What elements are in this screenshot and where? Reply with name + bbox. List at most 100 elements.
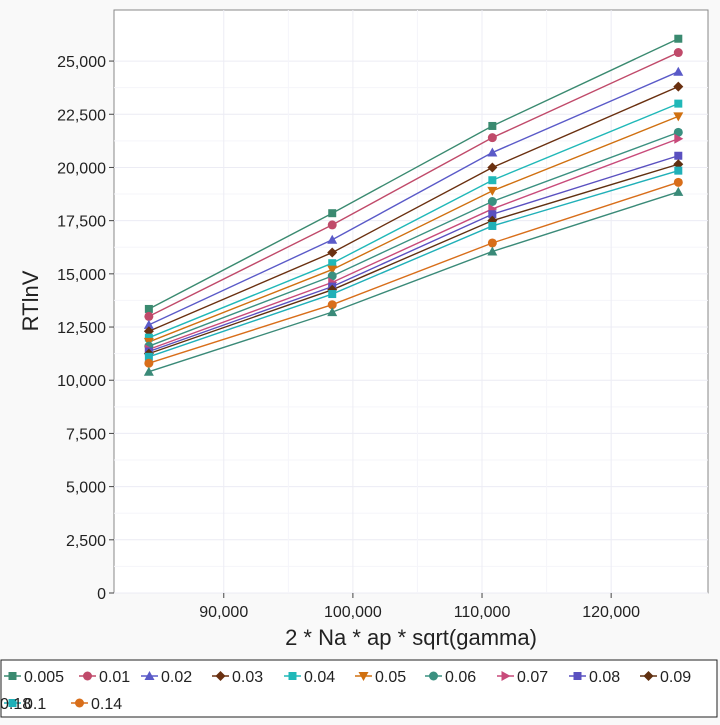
y-tick-label: 15,000 [57, 267, 106, 284]
data-point-0.02 [673, 66, 684, 76]
legend-marker [8, 672, 17, 680]
legend-label: 0.07 [517, 669, 548, 686]
legend-label: 0.09 [660, 669, 691, 686]
data-point-0.14 [487, 238, 497, 248]
data-point-0.1 [674, 166, 683, 175]
data-point-0.08 [488, 210, 497, 219]
series-line-0.02 [148, 71, 679, 326]
series-line-0.07 [148, 138, 679, 351]
data-point-0.005 [674, 34, 683, 43]
legend-marker [215, 671, 226, 681]
legend-item-0.01: 0.01 [79, 669, 130, 686]
legend: 0.005 0.01 0.02 0.03 0.04 0.05 0.06 0.07 0.08 0.0… [0, 669, 691, 713]
y-axis: 0 2,500 5,000 7,500 10,000 12,500 15,000 17,500… [57, 54, 114, 603]
data-point-0.14 [673, 177, 683, 187]
y-tick-label: 17,500 [57, 214, 106, 231]
legend-item-0.05: 0.05 [355, 669, 406, 686]
legend-marker [429, 671, 438, 681]
data-point-0.08 [674, 151, 683, 160]
data-point-0.02 [143, 319, 154, 329]
y-tick-label: 10,000 [57, 373, 106, 390]
legend-label: 0.06 [445, 669, 476, 686]
data-point-0.05 [487, 186, 498, 196]
legend-label: 0.01 [99, 669, 130, 686]
series-line-0.18 [148, 191, 679, 373]
series-line-0.06 [148, 131, 679, 347]
data-point-0.005 [144, 304, 153, 313]
data-point-0.01 [673, 48, 683, 58]
legend-marker [8, 699, 17, 707]
legend-item-0.06: 0.06 [425, 669, 476, 686]
legend-label: 0.08 [589, 669, 620, 686]
data-point-0.03 [673, 81, 684, 92]
legend-item-0.09: 0.09 [640, 669, 691, 686]
x-tick-label: 110,000 [454, 604, 511, 621]
series-markers [143, 34, 684, 376]
data-point-0.14 [327, 300, 337, 310]
legend-box [0, 659, 718, 718]
legend-item-0.08: 0.08 [569, 669, 620, 686]
x-tick-label: 120,000 [582, 604, 640, 621]
data-point-0.01 [327, 220, 337, 230]
legend-item-0.07: 0.07 [497, 669, 548, 686]
x-axis: 90,000 100,000 110,000 120,000 [199, 593, 640, 621]
data-point-0.18 [673, 186, 684, 196]
y-tick-label: 7,500 [66, 426, 106, 443]
data-point-0.005 [488, 121, 497, 130]
series-line-0.05 [148, 115, 679, 343]
data-point-0.03 [487, 162, 498, 173]
data-point-0.18 [327, 307, 338, 317]
data-point-0.06 [487, 196, 497, 206]
x-tick-label: 100,000 [324, 604, 382, 621]
x-axis-title: 2 * Na * ap * sqrt(gamma) [285, 625, 537, 650]
y-tick-label: 22,500 [57, 107, 106, 124]
data-point-0.06 [327, 271, 337, 281]
grid-lines [114, 10, 708, 594]
legend-marker [358, 672, 369, 681]
legend-item-0.02: 0.02 [141, 669, 192, 686]
data-point-0.1 [328, 290, 337, 299]
plot-area [113, 9, 709, 594]
data-point-0.05 [673, 112, 684, 122]
legend-marker [573, 672, 582, 680]
series-line-0.04 [148, 102, 679, 339]
data-point-0.18 [487, 246, 498, 256]
legend-item-0.14: 0.14 [71, 696, 122, 713]
legend-label: 0.04 [304, 669, 335, 686]
data-point-0.01 [144, 311, 154, 321]
data-point-0.1 [488, 221, 497, 230]
data-point-0.005 [328, 209, 337, 218]
data-point-0.02 [487, 147, 498, 157]
series-line-0.03 [148, 85, 679, 332]
legend-label: 0.14 [91, 696, 122, 713]
y-tick-label: 12,500 [57, 320, 106, 337]
series-line-0.14 [148, 181, 679, 364]
data-point-0.1 [144, 352, 153, 361]
series-line-0.01 [148, 51, 679, 318]
series-lines [148, 38, 679, 373]
legend-item-0.18: 0.18 [0, 696, 31, 713]
legend-marker [288, 672, 297, 680]
legend-label: 0.1 [24, 696, 46, 713]
legend-marker [75, 698, 84, 708]
data-point-0.04 [488, 176, 497, 185]
legend-label: 0.005 [24, 669, 64, 686]
data-point-0.06 [673, 127, 683, 137]
data-point-0.04 [328, 259, 337, 268]
legend-item-0.03: 0.03 [212, 669, 263, 686]
y-tick-label: 20,000 [57, 160, 106, 177]
data-point-0.03 [327, 247, 338, 258]
y-tick-label: 5,000 [66, 480, 106, 497]
data-point-0.01 [487, 133, 497, 143]
legend-label: 0.05 [375, 669, 406, 686]
legend-label: 0.03 [232, 669, 263, 686]
series-line-0.1 [148, 169, 679, 358]
legend-item-0.005: 0.005 [4, 669, 64, 686]
legend-marker [83, 671, 92, 681]
y-tick-label: 0 [97, 586, 106, 603]
y-axis-title: RTlnV [18, 270, 43, 331]
x-tick-label: 90,000 [199, 604, 248, 621]
legend-label: 0.18 [0, 696, 31, 713]
legend-item-0.04: 0.04 [284, 669, 335, 686]
